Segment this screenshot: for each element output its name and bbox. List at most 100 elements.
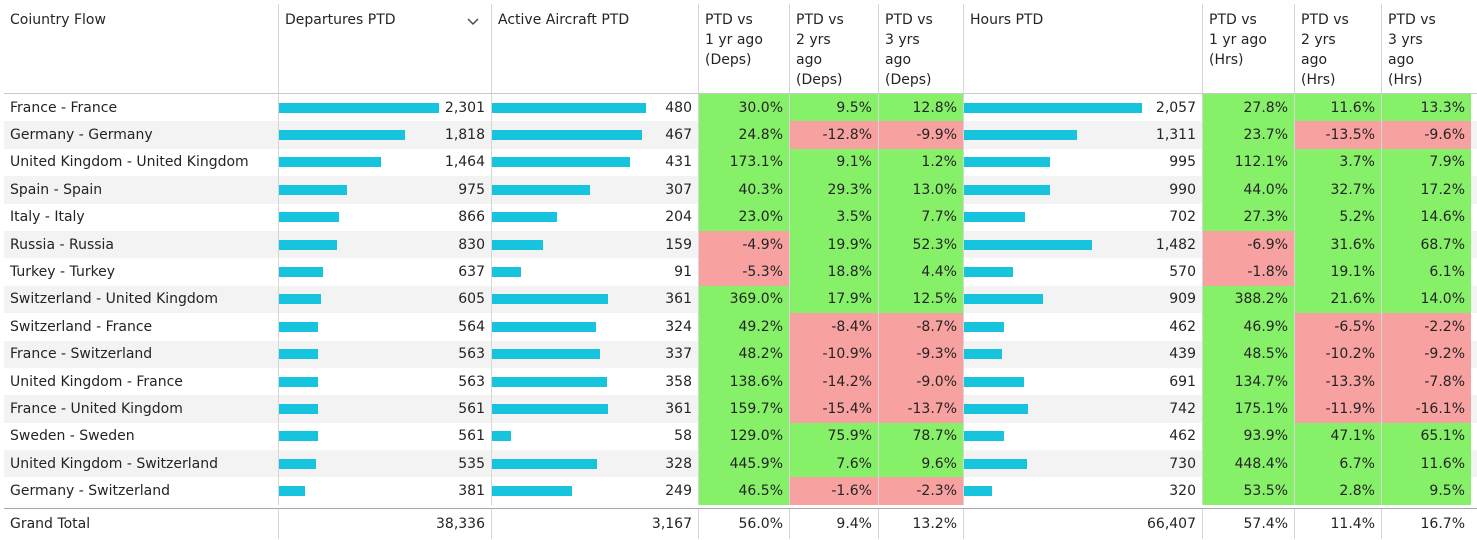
hrs-3yr-cell: 14.0% (1382, 285, 1471, 314)
departures-bar (279, 294, 321, 305)
header-country-flow[interactable]: Coiuntry Flow (4, 4, 279, 93)
active-aircraft-value: 91 (674, 264, 692, 281)
active-aircraft-value: 58 (674, 428, 692, 445)
departures-bar (279, 376, 318, 387)
active-aircraft-cell: 358 (492, 367, 699, 396)
country-flow-cell: Germany - Germany (4, 121, 279, 149)
departures-bar (279, 486, 305, 497)
active-aircraft-bar (492, 239, 543, 250)
header-hrs-2yr[interactable]: PTD vs 2 yrs ago (Hrs) (1295, 4, 1382, 93)
grand-total-aircraft: 3,167 (492, 508, 699, 539)
departures-cell: 563 (279, 367, 492, 396)
table-row[interactable]: Sweden - Sweden 561 58 129.0% 75.9% 78.7% 462 9… (4, 422, 1477, 451)
table-row[interactable]: Switzerland - France 564 324 49.2% -8.4% -8.7… (4, 313, 1477, 341)
hrs-3yr-cell: 6.1% (1382, 258, 1471, 286)
deps-2yr-cell: -14.2% (790, 367, 879, 396)
active-aircraft-value: 361 (665, 291, 692, 308)
header-departures[interactable]: Departures PTD (279, 4, 492, 93)
country-flow-cell: United Kingdom - France (4, 367, 279, 396)
hours-value: 990 (1169, 181, 1196, 198)
table-row[interactable]: Germany - Germany 1,818 467 24.8% -12.8% -9.9… (4, 121, 1477, 149)
grand-total-hrs-3yr: 16.7% (1420, 515, 1465, 532)
hrs-2yr-cell: -11.9% (1295, 395, 1382, 423)
hours-bar (964, 349, 1002, 360)
hrs-1yr-cell: 44.0% (1203, 176, 1295, 204)
hours-bar (964, 184, 1050, 195)
country-flow-cell: France - France (4, 94, 279, 122)
hours-value: 439 (1169, 346, 1196, 363)
hrs-1yr-cell: 48.5% (1203, 340, 1295, 368)
hrs-1yr-cell: 134.7% (1203, 367, 1295, 396)
deps-2yr-cell: -10.9% (790, 340, 879, 368)
deps-1yr-cell: 24.8% (699, 121, 790, 149)
country-flow-cell: Russia - Russia (4, 230, 279, 259)
deps-1yr-cell: 46.5% (699, 477, 790, 505)
departures-bar (279, 184, 347, 195)
active-aircraft-bar (492, 184, 590, 195)
header-hrs-3yr[interactable]: PTD vs 3 yrs ago (Hrs) (1388, 12, 1436, 88)
hours-value: 462 (1169, 318, 1196, 335)
header-deps-2yr[interactable]: PTD vs 2 yrs ago (Deps) (790, 4, 879, 93)
deps-2yr-cell: 17.9% (790, 285, 879, 314)
table-row[interactable]: Russia - Russia 830 159 -4.9% 19.9% 52.3% 1,48… (4, 230, 1477, 259)
table-row[interactable]: Turkey - Turkey 637 91 -5.3% 18.8% 4.4% 570 -1.… (4, 258, 1477, 286)
hrs-1yr-cell: 112.1% (1203, 148, 1295, 177)
hours-value: 702 (1169, 209, 1196, 226)
hours-bar (964, 431, 1004, 442)
departures-cell: 563 (279, 340, 492, 368)
active-aircraft-value: 480 (665, 99, 692, 116)
active-aircraft-cell: 91 (492, 258, 699, 286)
deps-1yr-cell: 445.9% (699, 450, 790, 478)
hrs-1yr-cell: 93.9% (1203, 422, 1295, 451)
table-row[interactable]: United Kingdom - United Kingdom 1,464 431 1… (4, 148, 1477, 177)
departures-cell: 2,301 (279, 94, 492, 122)
hours-value: 2,057 (1155, 99, 1196, 116)
hrs-1yr-cell: 23.7% (1203, 121, 1295, 149)
header-active-aircraft[interactable]: Active Aircraft PTD (492, 4, 699, 93)
country-flow-cell: Switzerland - France (4, 313, 279, 341)
departures-bar (279, 212, 339, 223)
table-row[interactable]: France - United Kingdom 561 361 159.7% -15.4… (4, 395, 1477, 423)
departures-cell: 637 (279, 258, 492, 286)
departures-bar (279, 157, 381, 168)
table-row[interactable]: Switzerland - United Kingdom 605 361 369.0%… (4, 285, 1477, 314)
grand-total-deps-1yr: 56.0% (699, 508, 790, 539)
header-deps-1yr[interactable]: PTD vs 1 yr ago (Deps) (699, 4, 790, 93)
active-aircraft-cell: 467 (492, 121, 699, 149)
hours-value: 1,311 (1155, 127, 1196, 144)
departures-cell: 535 (279, 450, 492, 478)
table-row[interactable]: Spain - Spain 975 307 40.3% 29.3% 13.0% 990 44.… (4, 176, 1477, 204)
hours-bar (964, 403, 1028, 414)
deps-3yr-cell: 7.7% (879, 203, 964, 231)
hrs-2yr-cell: 19.1% (1295, 258, 1382, 286)
table-row[interactable]: Italy - Italy 866 204 23.0% 3.5% 7.7% 702 27.3%… (4, 203, 1477, 231)
active-aircraft-cell: 58 (492, 422, 699, 451)
table-row[interactable]: Germany - Switzerland 381 249 46.5% -1.6% -2.… (4, 477, 1477, 505)
hrs-3yr-cell: 68.7% (1382, 230, 1471, 259)
chevron-down-icon[interactable] (467, 12, 479, 32)
hours-bar (964, 376, 1024, 387)
departures-value: 637 (458, 264, 485, 281)
country-flow-cell: Spain - Spain (4, 176, 279, 204)
deps-3yr-cell: 12.8% (879, 94, 964, 122)
hrs-1yr-cell: -1.8% (1203, 258, 1295, 286)
active-aircraft-bar (492, 431, 511, 442)
grand-total-label: Grand Total (4, 508, 279, 539)
table-row[interactable]: United Kingdom - Switzerland 535 328 445.9%… (4, 450, 1477, 478)
departures-bar (279, 458, 316, 469)
active-aircraft-value: 204 (665, 209, 692, 226)
deps-1yr-cell: 159.7% (699, 395, 790, 423)
header-deps-3yr[interactable]: PTD vs 3 yrs ago (Deps) (879, 4, 964, 93)
table-row[interactable]: United Kingdom - France 563 358 138.6% -14.2… (4, 367, 1477, 396)
hrs-1yr-cell: 53.5% (1203, 477, 1295, 505)
deps-2yr-cell: 75.9% (790, 422, 879, 451)
deps-3yr-cell: -13.7% (879, 395, 964, 423)
table-row[interactable]: France - Switzerland 563 337 48.2% -10.9% -9.… (4, 340, 1477, 368)
table-row[interactable]: France - France 2,301 480 30.0% 9.5% 12.8% 2,0… (4, 94, 1477, 122)
active-aircraft-bar (492, 102, 646, 113)
hrs-3yr-cell: 13.3% (1382, 94, 1471, 122)
header-hrs-1yr[interactable]: PTD vs 1 yr ago (Hrs) (1203, 4, 1295, 93)
header-hours[interactable]: Hours PTD (964, 4, 1203, 93)
hrs-2yr-cell: 11.6% (1295, 94, 1382, 122)
departures-bar (279, 349, 318, 360)
